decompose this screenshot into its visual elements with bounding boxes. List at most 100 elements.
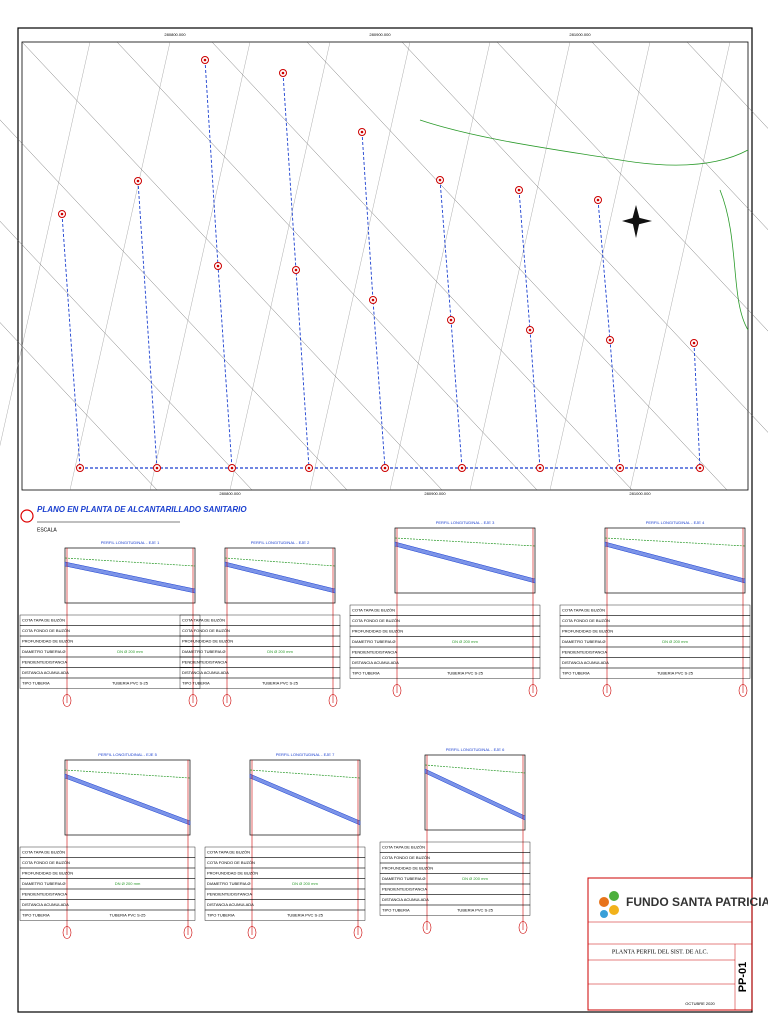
row-label: COTA TAPA DE BUZÓN [22,849,65,854]
manhole-tag [62,926,72,939]
manhole-tag [188,694,198,707]
row-label: PENDIENTE/DISTANCIA [562,649,607,654]
coord-label: 280800.000 [164,32,186,37]
row-label: TIPO TUBERIA [22,680,50,685]
row-label: COTA FONDO DE BUZÓN [207,860,255,865]
pipe [604,541,746,584]
pipe-type: TUBERIA PVC S-25 [287,912,324,917]
row-label: PENDIENTE/DISTANCIA [352,649,397,654]
profile-title: PERFIL LONGITUDINAL - EJE 6 [446,747,505,752]
pipe-type: TUBERIA PVC S-25 [262,680,299,685]
row-label: COTA TAPA DE BUZÓN [182,617,225,622]
diameter-label: DN Ø 200 mm [267,649,293,654]
manhole-tag [353,926,363,939]
grid-diagonal [21,41,443,491]
diameter-label: DN Ø 200 mm [452,639,478,644]
grid-line [309,41,411,491]
profile-frame [64,547,196,604]
title-block: FUNDO SANTA PATRICIA S.A PLANTA PERFIL D… [587,877,768,1011]
profile-title: PERFIL LONGITUDINAL - EJE 5 [98,752,157,757]
manhole-tag [602,684,612,697]
row-label: COTA TAPA DE BUZÓN [207,849,250,854]
pipe [64,561,196,594]
manhole-core [230,466,234,470]
row-label: DIAMETRO TUBERIA Ø [207,881,251,886]
table-row [559,667,751,679]
row-label: COTA TAPA DE BUZÓN [562,607,605,612]
row-label: COTA FONDO DE BUZÓN [22,628,70,633]
manhole-core [698,466,702,470]
manhole-core [449,318,453,322]
ground-line [249,769,361,779]
profile-title: PERFIL LONGITUDINAL - EJE 7 [276,752,335,757]
grid-line [149,41,251,491]
company-logo [599,891,619,918]
row-label: PROFUNDIDAD DE BUZÓN [182,638,233,643]
pipe-type: TUBERIA PVC S-25 [109,912,146,917]
manhole-core [136,179,140,183]
row-label: TIPO TUBERIA [562,670,590,675]
caption-marker [20,509,34,523]
row-label: PROFUNDIDAD DE BUZÓN [22,638,73,643]
scale-label: ESCALA [37,527,57,533]
sheet-code: PP-01 [737,962,749,993]
manhole-core [307,466,311,470]
profile-frame [604,527,746,594]
manhole-core [608,338,612,342]
row-label: TIPO TUBERIA [182,680,210,685]
grid-diagonal [306,41,728,491]
grid-line [469,41,571,491]
manhole-core [371,298,375,302]
row-label: DIAMETRO TUBERIA Ø [182,649,226,654]
diameter-label: DN Ø 200 mm [292,881,318,886]
pipe-type: TUBERIA PVC S-25 [447,670,484,675]
manhole-core [538,466,542,470]
sewer-line [137,180,158,469]
manhole-tag [328,694,338,707]
table-row [19,677,201,689]
grid-line [0,41,91,446]
manhole-core [203,58,207,62]
row-label: DIAMETRO TUBERIA Ø [352,639,396,644]
manhole-tag [222,694,232,707]
manhole-core [517,188,521,192]
manhole-core [460,466,464,470]
pipe-type: TUBERIA PVC S-25 [457,907,494,912]
plan-frame [21,41,749,491]
row-label: TIPO TUBERIA [382,907,410,912]
plan-view: 280800.000 280900.000 281000.000 280800.… [0,32,768,496]
ground-line [224,557,336,567]
row-label: PENDIENTE/DISTANCIA [207,891,252,896]
sewer-line [61,213,81,469]
table-row [204,909,366,921]
row-label: DISTANCIA ACUMULADA [182,670,229,675]
grid-line [389,41,491,491]
row-label: DISTANCIA ACUMULADA [562,660,609,665]
manhole-core [155,466,159,470]
row-label: COTA TAPA DE BUZÓN [382,844,425,849]
row-label: PENDIENTE/DISTANCIA [22,891,67,896]
grid-diagonal [0,220,253,491]
ground-line [424,764,526,774]
table-row [349,667,541,679]
pipe-type: TUBERIA PVC S-25 [112,680,149,685]
boundary-line [419,119,749,331]
row-label: PROFUNDIDAD DE BUZÓN [352,628,403,633]
row-label: COTA FONDO DE BUZÓN [352,618,400,623]
row-label: PROFUNDIDAD DE BUZÓN [382,865,433,870]
profile-title: PERFIL LONGITUDINAL - EJE 2 [251,540,310,545]
manhole-tag [62,694,72,707]
ground-line [64,557,196,567]
grid-line [629,41,731,491]
manhole-tag [247,926,257,939]
pipe [64,773,191,826]
row-label: PROFUNDIDAD DE BUZÓN [562,628,613,633]
coord-label: 280900.000 [424,491,446,496]
table-row [19,909,196,921]
profile-title: PERFIL LONGITUDINAL - EJE 1 [101,540,160,545]
profile-frame [424,754,526,831]
row-label: TIPO TUBERIA [207,912,235,917]
coord-label: 281000.000 [569,32,591,37]
